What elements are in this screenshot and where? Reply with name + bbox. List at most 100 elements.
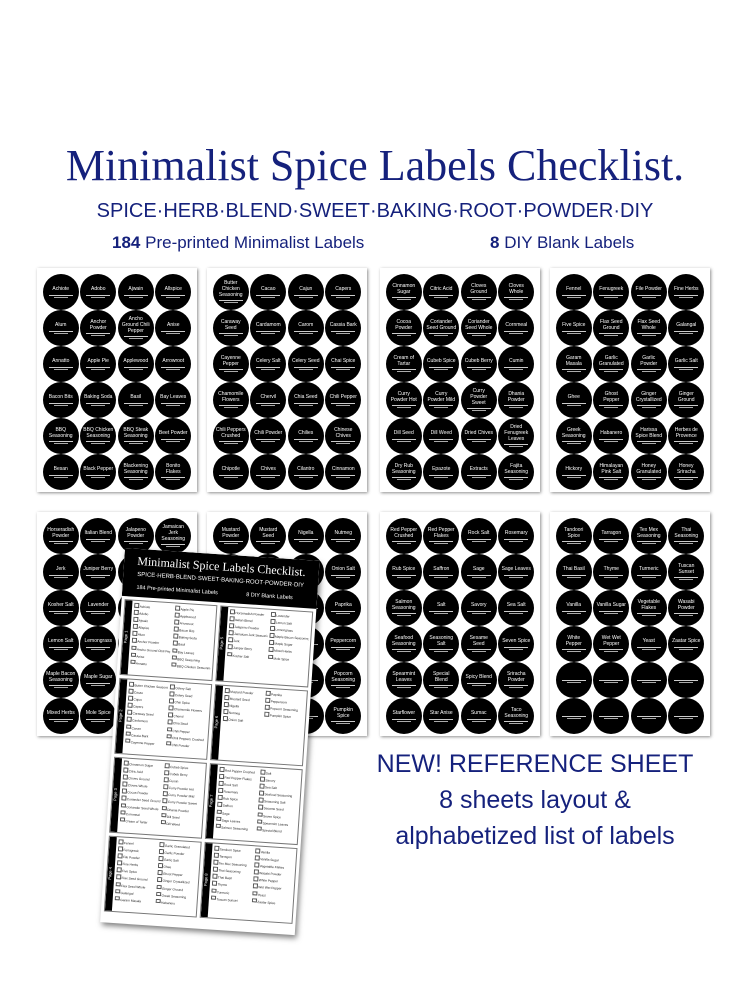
checklist-page: Page 8 Tandoori Spice Tarragon Tex Mex Seas…	[199, 841, 298, 924]
label-divider	[223, 443, 238, 444]
checklist-item[interactable]: Garam Masala	[114, 896, 153, 906]
checklist-item[interactable]: BBQ Steak Seasoning	[216, 608, 217, 618]
spice-label-name: Popcorn Seasoning	[331, 671, 356, 683]
checklist-item[interactable]: Chipotle	[210, 701, 212, 711]
spice-label-name: Cacao	[261, 285, 276, 292]
label-divider	[561, 649, 586, 650]
spice-label-name: Anchor Powder	[89, 319, 107, 331]
checklist-item[interactable]: Onion Salt	[223, 716, 262, 726]
checklist-item[interactable]: Besan	[215, 622, 217, 632]
label-divider	[256, 474, 281, 476]
label-divider	[48, 718, 73, 720]
checklist-item[interactable]: Honey Granulated	[198, 873, 200, 883]
checklist-item[interactable]: Dill Weed	[161, 820, 200, 830]
checklist-page: Page 3 Cinnamon Sugar Citric Acid Cloves Gr…	[109, 756, 207, 839]
label-divider	[566, 612, 581, 614]
label-divider	[429, 438, 454, 440]
checklist-item[interactable]: Starflower	[300, 786, 302, 796]
spice-label: Cream of Tartar	[385, 346, 422, 382]
spice-label: Lavender	[80, 590, 117, 626]
checklist-item[interactable]: BBQ Chicken Seasoning	[171, 662, 211, 672]
checklist-item[interactable]: Cinnamon	[208, 722, 211, 732]
label-divider	[604, 681, 619, 683]
label-divider	[123, 336, 148, 337]
spice-label-name: Rub Spice	[392, 565, 416, 572]
checklist-item[interactable]: Black Pepper	[214, 629, 216, 639]
checklist-item[interactable]: Kosher Salt	[227, 652, 266, 662]
spice-label: Cornmeal	[498, 310, 535, 346]
checklist-item[interactable]: Fajita Seasoning	[203, 801, 206, 811]
spice-label-name: Cajun	[299, 285, 313, 292]
label-divider	[261, 543, 276, 544]
checklist-item[interactable]: Herbes de Provence	[200, 852, 201, 862]
checklist-items: Horseradish Powder Italian Blend Jalapeno …	[223, 607, 312, 686]
checklist-item[interactable]: Tuscan Sunset	[211, 895, 250, 905]
label-divider	[561, 715, 586, 717]
label-divider	[336, 540, 351, 542]
checklist-item[interactable]: Mole Spice	[268, 654, 307, 664]
spice-label: Chili Peppers Crushed	[212, 418, 249, 454]
label-divider	[298, 404, 313, 406]
checklist-item[interactable]: Extracts	[203, 794, 205, 804]
spice-label: Seven Spice	[498, 626, 535, 662]
checklist-item[interactable]: Taco Seasoning	[299, 808, 302, 818]
label-divider	[674, 541, 699, 542]
checklist-item[interactable]: Sriracha Powder	[301, 779, 302, 789]
label-divider	[396, 543, 411, 544]
label-divider	[429, 718, 454, 720]
checklist-item[interactable]: Honey Sriracha	[198, 880, 201, 890]
checklist-item[interactable]: Hickory	[199, 859, 201, 869]
spice-label: Chili Pepper	[325, 382, 362, 418]
checklist-item[interactable]: Dried Fenugreek Leaves	[205, 773, 206, 783]
label-divider	[471, 651, 486, 652]
label-divider	[123, 541, 148, 542]
checklist-item[interactable]: Annatto	[130, 659, 169, 669]
checklist-item[interactable]: Blackening Seasoning	[214, 636, 216, 646]
label-divider	[128, 443, 143, 444]
checklist-item[interactable]: Beet Powder	[215, 615, 216, 625]
checklist-item[interactable]: Spicy Blend	[301, 772, 302, 782]
checklist-item[interactable]: Bonito Flakes	[213, 644, 216, 654]
checklist-item[interactable]: Epazote	[204, 787, 206, 797]
checklist-item[interactable]: Dried Chives	[205, 766, 206, 776]
checklist-item[interactable]: Himalayan Pink Salt	[199, 866, 201, 876]
spice-label: Harissa Spice Blend	[630, 418, 667, 454]
spice-label-name: Chai Spice	[331, 357, 356, 364]
spice-label-name: Salt	[436, 601, 446, 608]
checklist-item[interactable]: Zaatar Spice	[252, 898, 291, 908]
checklist-item[interactable]: Habanero	[155, 899, 194, 909]
label-divider	[636, 613, 661, 614]
checklist-item[interactable]: Cilantro	[209, 715, 211, 725]
label-divider	[391, 541, 416, 542]
label-divider	[429, 610, 454, 612]
checklist-item[interactable]: Cayenne Pepper	[125, 738, 164, 748]
spice-label: Celery Seed	[287, 346, 324, 382]
label-divider	[261, 296, 276, 298]
checklist-item[interactable]: Dry Rub Seasoning	[204, 780, 206, 790]
spice-label: Capers	[325, 274, 362, 310]
spice-label: Lemongrass	[80, 626, 117, 662]
checklist-items: Red Pepper Crushed Red Pepper Flakes Rock …	[213, 765, 302, 844]
checklist-item[interactable]: Sumac	[299, 801, 301, 811]
checklist-item[interactable]: Salmon Seasoning	[215, 823, 254, 833]
spice-label: Anchor Powder	[80, 310, 117, 346]
label-divider	[336, 476, 351, 478]
checklist-item[interactable]: Special Blend	[256, 826, 295, 836]
checklist-item[interactable]: Harissa Spice Blend	[200, 845, 201, 855]
label-divider	[504, 538, 529, 540]
label-divider	[166, 546, 181, 547]
checklist-item[interactable]: Chilies	[211, 687, 212, 697]
checklist-item[interactable]: Chives	[209, 708, 211, 718]
label-divider	[674, 366, 699, 368]
label-divider	[53, 476, 68, 478]
checklist-item[interactable]: Chinese Chives	[210, 694, 211, 704]
spice-label: Chives	[250, 454, 287, 490]
checklist-item[interactable]: Cream of Tartar	[120, 817, 159, 827]
checklist-item[interactable]: Star Anise	[300, 793, 302, 803]
label-divider	[336, 648, 351, 650]
label-divider	[336, 576, 351, 578]
spice-label-name: Blackening Seasoning	[123, 463, 148, 475]
label-divider	[561, 441, 586, 442]
spice-label: Fine Herbs	[668, 274, 705, 310]
spice-label-name: Yeast	[642, 637, 655, 644]
